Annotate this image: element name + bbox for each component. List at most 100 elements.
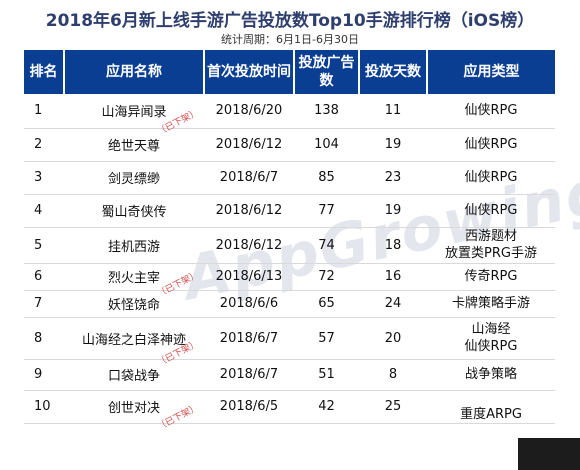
rank-cell: 3	[24, 161, 64, 195]
app-name-cell: 口袋战争	[64, 359, 204, 391]
column-header-app-type: 应用类型	[427, 50, 555, 94]
column-header-first-date: 首次投放时间	[204, 50, 295, 94]
rank-cell: 10	[24, 390, 64, 424]
statistics-period: 统计周期：6月1日-6月30日	[221, 33, 359, 46]
app-name: 蜀山奇侠传	[101, 205, 167, 220]
ad-count-cell: 85	[294, 161, 359, 195]
app-name-cell: 山海异闻录 （已下架）	[64, 94, 204, 137]
app-name: 口袋战争	[107, 369, 160, 384]
app-type-line: 战争策略	[464, 367, 517, 382]
days-cell: 11	[359, 94, 427, 129]
days-cell: 24	[359, 290, 427, 318]
column-header-app-name: 应用名称	[64, 50, 205, 94]
app-type-cell: 传奇RPG	[427, 263, 555, 291]
app-type-cell: 仙侠RPG	[427, 128, 555, 162]
app-name: 创世对决	[107, 401, 160, 416]
column-header-ad-count: 投放广告数	[294, 50, 360, 94]
ranking-table: 排名 应用名称 首次投放时间 投放广告数 投放天数 应用类型 1 山海异闻录 （已下…	[24, 50, 555, 432]
days-cell: 8	[359, 359, 427, 391]
table-row: 1 山海异闻录 （已下架） 2018/6/20 138 11 仙侠RPG	[24, 94, 555, 137]
first-date-cell: 2018/6/12	[204, 128, 294, 162]
app-type-cell: 卡牌策略手游	[427, 290, 555, 318]
table-header-row: 排名 应用名称 首次投放时间 投放广告数 投放天数 应用类型	[24, 50, 555, 94]
days-cell: 20	[359, 317, 427, 360]
app-name: 妖怪饶命	[107, 298, 160, 313]
days-cell: 25	[359, 390, 427, 424]
app-type-line: 卡牌策略手游	[451, 296, 530, 311]
first-date-cell: 2018/6/7	[204, 161, 294, 195]
ad-count-cell: 51	[294, 359, 359, 391]
table-row: 8 山海经之白泽神迹 （已下架） 2018/6/7 57 20 山海经 仙侠RPG	[24, 317, 555, 368]
app-name: 烈火主宰	[107, 271, 160, 286]
first-date-cell: 2018/6/13	[204, 263, 294, 291]
app-type-cell: 仙侠RPG	[427, 161, 555, 195]
app-name-cell: 烈火主宰 （已下架）	[64, 263, 204, 299]
first-date-cell: 2018/6/7	[204, 317, 294, 360]
rank-cell: 1	[24, 94, 64, 129]
app-type-cell: 战争策略	[427, 359, 555, 391]
rank-cell: 4	[24, 194, 64, 228]
ad-count-cell: 72	[294, 263, 359, 291]
ad-count-cell: 77	[294, 194, 359, 228]
first-date-cell: 2018/6/12	[204, 227, 294, 264]
first-date-cell: 2018/6/5	[204, 390, 294, 424]
app-type-cell: 仙侠RPG	[427, 94, 555, 129]
table-row: 9 口袋战争 2018/6/7 51 8 战争策略	[24, 359, 555, 391]
app-type-line: 仙侠RPG	[464, 339, 518, 354]
first-date-cell: 2018/6/7	[204, 359, 294, 391]
app-type-line: 仙侠RPG	[464, 170, 518, 185]
table-row: 10 创世对决 （已下架） 2018/6/5 42 25 重度ARPG	[24, 390, 555, 432]
table-row: 3 剑灵缥缈 2018/6/7 85 23 仙侠RPG	[24, 161, 555, 195]
app-type-line: 仙侠RPG	[464, 103, 518, 119]
app-name: 挂机西游	[107, 239, 160, 255]
rank-cell: 5	[24, 227, 64, 264]
ad-count-cell: 74	[294, 227, 359, 264]
rank-cell: 6	[24, 263, 64, 291]
table-row: 4 蜀山奇侠传 2018/6/12 77 19 仙侠RPG	[24, 194, 555, 228]
app-type-line: 仙侠RPG	[464, 203, 518, 218]
rank-cell: 7	[24, 290, 64, 318]
rank-cell: 2	[24, 128, 64, 162]
first-date-cell: 2018/6/12	[204, 194, 294, 228]
ad-count-cell: 104	[294, 128, 359, 162]
days-cell: 19	[359, 194, 427, 228]
app-type-cell: 西游题材放置类PRG手游	[427, 227, 555, 264]
table-header: 排名 应用名称 首次投放时间 投放广告数 投放天数 应用类型	[24, 50, 555, 94]
table-row: 7 妖怪饶命 2018/6/6 65 24 卡牌策略手游	[24, 290, 555, 318]
days-cell: 16	[359, 263, 427, 291]
app-name-cell: 蜀山奇侠传	[64, 194, 204, 228]
app-type-cell: 重度ARPG	[427, 390, 555, 424]
app-type-cell: 仙侠RPG	[427, 194, 555, 228]
app-type-line: 放置类PRG手游	[445, 246, 537, 261]
ad-count-cell: 57	[294, 317, 359, 360]
app-name-cell: 挂机西游	[64, 227, 204, 264]
app-name-cell: 创世对决 （已下架）	[64, 390, 204, 432]
days-cell: 18	[359, 227, 427, 264]
table-row: 5 挂机西游 2018/6/12 74 18 西游题材 放置类PRG手游	[24, 227, 555, 264]
app-name: 山海经之白泽神迹	[81, 332, 186, 348]
column-header-days: 投放天数	[359, 50, 428, 94]
app-name: 绝世天尊	[107, 139, 160, 154]
rank-cell: 8	[24, 317, 64, 360]
page-title: 2018年6月新上线手游广告投放数Top10手游排行榜（iOS榜）	[45, 11, 535, 31]
app-type-line: 传奇RPG	[464, 269, 518, 284]
days-cell: 19	[359, 128, 427, 162]
removed-stamp: （已下架）	[155, 402, 201, 433]
app-name-cell: 剑灵缥缈	[64, 161, 204, 195]
app-name: 山海异闻录	[101, 105, 167, 121]
app-name-cell: 妖怪饶命	[64, 290, 204, 318]
ad-count-cell: 65	[294, 290, 359, 318]
ad-count-cell: 42	[294, 390, 359, 424]
table-row: 6 烈火主宰 （已下架） 2018/6/13 72 16 传奇RPG	[24, 263, 555, 299]
days-cell: 23	[359, 161, 427, 195]
column-header-rank: 排名	[24, 50, 65, 94]
app-type-line: 重度ARPG	[460, 406, 522, 422]
corner-overlay	[518, 438, 580, 470]
app-type-line: 山海经	[471, 322, 511, 337]
app-type-cell: 山海经仙侠RPG	[427, 317, 555, 360]
app-name: 剑灵缥缈	[107, 172, 160, 187]
app-name-cell: 绝世天尊	[64, 128, 204, 162]
rank-cell: 9	[24, 359, 64, 391]
app-type-line: 西游题材	[464, 229, 517, 244]
first-date-cell: 2018/6/6	[204, 290, 294, 318]
